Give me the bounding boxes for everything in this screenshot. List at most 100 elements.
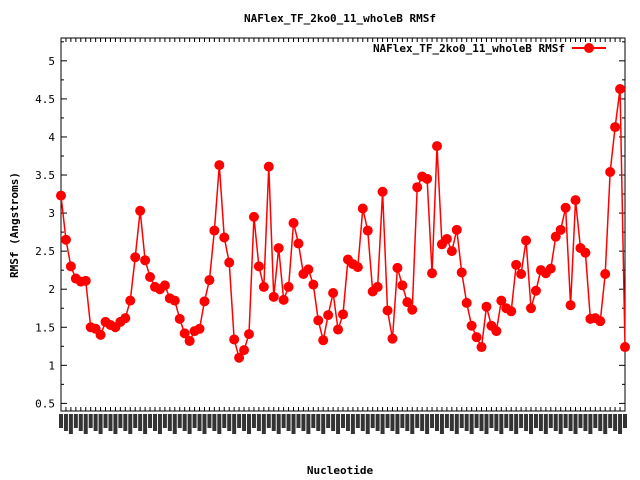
data-point — [65, 261, 76, 272]
data-point — [140, 255, 151, 266]
x-tick-label-glyph — [405, 414, 410, 431]
x-tick-label-glyph — [603, 414, 608, 434]
data-point — [392, 262, 403, 273]
data-point — [456, 267, 467, 278]
data-point — [506, 306, 517, 317]
x-tick-label-glyph — [390, 414, 395, 431]
data-point — [209, 225, 220, 236]
x-tick-label-glyph — [425, 414, 430, 434]
x-tick-label-glyph — [474, 414, 479, 428]
x-tick-label-glyph — [157, 414, 162, 434]
data-point — [288, 217, 299, 228]
x-tick-label-glyph — [331, 414, 336, 431]
data-point — [427, 268, 438, 279]
x-tick-label-glyph — [162, 414, 167, 428]
data-point — [308, 279, 319, 290]
x-tick-label-glyph — [365, 414, 370, 434]
x-tick-label-glyph — [306, 414, 311, 434]
data-point — [600, 268, 611, 279]
legend-marker — [584, 43, 594, 53]
data-point — [328, 288, 339, 299]
x-tick-label-glyph — [524, 414, 529, 431]
x-tick-label-glyph — [128, 414, 133, 434]
data-point — [357, 203, 368, 214]
x-tick-label-glyph — [202, 414, 207, 434]
x-tick-label-glyph — [613, 414, 618, 431]
data-point — [244, 329, 254, 340]
x-tick-label-glyph — [459, 414, 464, 428]
data-point — [451, 224, 462, 235]
chart-title: NAFlex_TF_2ko0_11_wholeB RMSf — [244, 12, 436, 25]
x-tick-label-glyph — [83, 414, 88, 434]
x-tick-label-glyph — [435, 414, 439, 431]
data-point — [526, 303, 536, 314]
x-tick-label-glyph — [360, 414, 365, 431]
data-point — [461, 297, 472, 308]
data-point — [268, 291, 279, 302]
x-tick-label-glyph — [355, 414, 360, 428]
x-tick-label-glyph — [484, 414, 489, 434]
data-point — [521, 235, 532, 246]
x-tick-label-glyph — [509, 414, 514, 431]
data-point — [372, 281, 383, 292]
x-tick-label-glyph — [197, 414, 202, 431]
data-point — [145, 272, 156, 283]
legend-label: NAFlex_TF_2ko0_11_wholeB RMSf — [373, 42, 565, 55]
x-tick-label-glyph — [370, 414, 375, 428]
data-point — [620, 342, 630, 353]
x-tick-label-glyph — [311, 414, 316, 428]
y-tick-label: 1.5 — [35, 321, 55, 334]
x-tick-label-glyph — [321, 414, 326, 434]
x-tick-label-glyph — [578, 414, 583, 428]
data-point — [283, 281, 294, 292]
data-point — [446, 246, 457, 257]
data-point — [407, 304, 418, 315]
y-tick-label: 3 — [48, 207, 55, 220]
x-tick-label-glyph — [449, 414, 454, 431]
x-tick-label-glyph — [573, 414, 578, 434]
x-tick-label-glyph — [593, 414, 598, 428]
data-point — [219, 232, 230, 243]
x-tick-label-glyph — [217, 414, 222, 434]
x-tick-label-glyph — [494, 414, 499, 431]
x-tick-label-glyph — [271, 414, 276, 431]
x-tick-label-glyph — [350, 414, 355, 434]
x-tick-label-glyph — [341, 414, 345, 428]
x-tick-label-glyph — [68, 414, 73, 434]
data-point — [184, 335, 195, 346]
y-tick-label: 2.5 — [35, 245, 55, 258]
data-point — [169, 295, 180, 306]
x-tick-label-glyph — [108, 414, 113, 431]
x-tick-label-glyph — [59, 414, 63, 428]
data-point — [580, 247, 591, 258]
x-tick-label-glyph — [63, 414, 68, 431]
data-point — [565, 300, 576, 311]
data-point — [382, 305, 393, 316]
x-tick-label-glyph — [469, 414, 474, 434]
data-point — [239, 345, 250, 356]
x-tick-label-glyph — [227, 414, 232, 431]
data-point — [179, 328, 190, 339]
data-point — [476, 342, 487, 353]
x-tick-label-glyph — [222, 414, 227, 428]
x-tick-label-glyph — [103, 414, 108, 428]
x-tick-label-glyph — [256, 414, 261, 431]
x-tick-label-glyph — [553, 414, 558, 431]
data-point — [313, 315, 324, 326]
data-point — [263, 161, 274, 172]
data-point — [441, 233, 452, 244]
x-tick-label-glyph — [232, 414, 237, 434]
x-tick-label-glyph — [519, 414, 524, 428]
data-point — [130, 252, 141, 263]
y-axis-label: RMSf (Angstroms) — [8, 172, 21, 278]
x-tick-label-glyph — [192, 414, 197, 428]
data-point — [377, 186, 388, 197]
x-axis — [59, 38, 627, 434]
x-tick-label-glyph — [167, 414, 172, 431]
x-tick-label-glyph — [286, 414, 291, 431]
x-tick-label-glyph — [281, 414, 286, 428]
data-point — [516, 268, 527, 279]
x-tick-label-glyph — [138, 414, 143, 431]
x-tick-label-glyph — [430, 414, 435, 428]
x-tick-label-glyph — [598, 414, 603, 431]
